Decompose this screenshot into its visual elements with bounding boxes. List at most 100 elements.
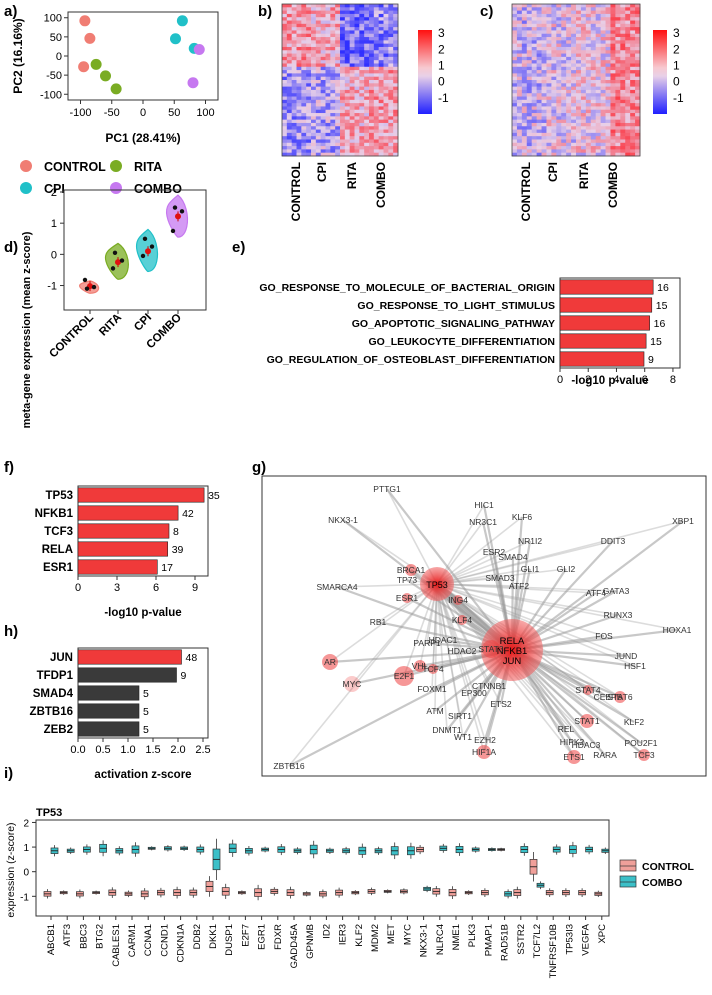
heatmap-cell [516, 66, 523, 71]
heatmap-cell [571, 10, 577, 15]
heatmap-cell [306, 136, 312, 140]
heatmap-cell [541, 93, 547, 97]
heatmap-cell [551, 136, 557, 140]
heatmap-cell [635, 142, 641, 147]
heatmap-cell [531, 66, 538, 71]
heatmap-cell [512, 27, 518, 31]
network-node-label: ING4 [448, 595, 468, 605]
heatmap-cell [615, 30, 621, 35]
heatmap-cell [590, 73, 597, 78]
heatmap-cell [551, 109, 557, 114]
heatmap-cell [325, 37, 331, 41]
heatmap-cell [516, 106, 523, 111]
heatmap-cell [610, 132, 616, 137]
heatmap-cell [325, 23, 331, 28]
heatmap-cell [551, 30, 557, 35]
heatmap-cell [291, 93, 297, 97]
heatmap-cell [610, 126, 616, 130]
heatmap-cell [605, 96, 611, 101]
heatmap-cell [383, 63, 389, 68]
heatmap-cell [393, 43, 399, 48]
heatmap-cell [369, 113, 375, 117]
heatmap-cell [335, 63, 341, 68]
heatmap-cell [566, 7, 572, 12]
heatmap-cell [526, 146, 533, 150]
network-node-label: ATF2 [509, 581, 529, 591]
heatmap-cell [556, 136, 562, 140]
heatmap-cell [585, 96, 592, 101]
heatmap-cell [620, 40, 626, 45]
heatmap-cell [315, 70, 322, 74]
heatmap-cell [330, 99, 336, 104]
heatmap-cell [282, 142, 288, 147]
heatmap-cell [546, 99, 552, 104]
heatmap-cell [630, 93, 636, 97]
heatmap-cell [344, 23, 351, 28]
heatmap-cell [536, 7, 542, 12]
heatmap-cell [531, 86, 538, 91]
heatmap-cell [349, 149, 355, 154]
heatmap-cell [383, 20, 389, 25]
heatmap-cell [359, 70, 365, 74]
heatmap-cell [595, 37, 602, 41]
heatmap-cell [388, 66, 394, 71]
tf-x-tick-label: 3 [114, 582, 120, 594]
heatmap-cell [378, 53, 384, 58]
heatmap-cell [541, 40, 547, 45]
heatmap-cell [393, 50, 399, 54]
heatmap-cell [315, 86, 322, 91]
heatmap-cell [369, 80, 375, 84]
heatmap-cell [306, 20, 312, 25]
heatmap-cell [541, 30, 547, 35]
heatmap-cell [369, 13, 375, 18]
heatmap-cell [521, 119, 528, 124]
heatmap-cell [561, 33, 567, 38]
heatmap-cell [388, 126, 394, 130]
heatmap-cell [556, 50, 562, 54]
heatmap-cell [551, 86, 557, 91]
heatmap-cell [541, 89, 547, 94]
heatmap-cell [383, 53, 389, 58]
tf-bar [77, 541, 168, 557]
heatmap-cell [556, 99, 562, 104]
heatmap-cell [393, 30, 399, 35]
heatmap-cell [393, 122, 399, 127]
heatmap-cell [311, 23, 317, 28]
heatmap-cell [296, 17, 302, 21]
heatmap-cell [556, 149, 562, 154]
heatmap-cell [610, 37, 616, 41]
tf-count-label: 17 [161, 562, 173, 574]
colorbar-b [418, 30, 432, 114]
heatmap-cell [325, 50, 331, 54]
heatmap-cell [330, 53, 336, 58]
heatmap-c-frame [511, 3, 641, 157]
heatmap-cell [315, 89, 322, 94]
go-x-label: -log10 p-value [571, 375, 648, 387]
boxplot-gene-label: BBC3 [78, 924, 89, 949]
heatmap-cell [325, 86, 331, 91]
heatmap-cell [551, 83, 557, 88]
heatmap-cell [585, 7, 592, 12]
tf-count-label: 35 [208, 490, 220, 502]
heatmap-cell [536, 99, 542, 104]
heatmap-cell [335, 83, 341, 88]
heatmap-cell [605, 7, 611, 12]
heatmap-cell [340, 40, 346, 45]
heatmap-cell [325, 73, 331, 78]
go-x-tick-label: 8 [670, 374, 676, 386]
activation-x-tick-label: 0.0 [70, 744, 85, 756]
tf-x-tick-label: 6 [153, 582, 159, 594]
heatmap-cell [354, 73, 360, 78]
heatmap-cell [605, 116, 611, 121]
network-node-label: HIC1 [474, 500, 494, 510]
heatmap-cell [566, 63, 572, 68]
network-node [402, 593, 412, 603]
boxplot-title: TP53 [36, 807, 62, 819]
heatmap-cell [383, 30, 389, 35]
heatmap-cell [531, 53, 538, 58]
heatmap-cell [373, 113, 380, 117]
heatmap-cell [320, 136, 326, 140]
pca-point-cpi [176, 15, 188, 27]
heatmap-cell [369, 46, 375, 51]
heatmap-cell [521, 40, 528, 45]
